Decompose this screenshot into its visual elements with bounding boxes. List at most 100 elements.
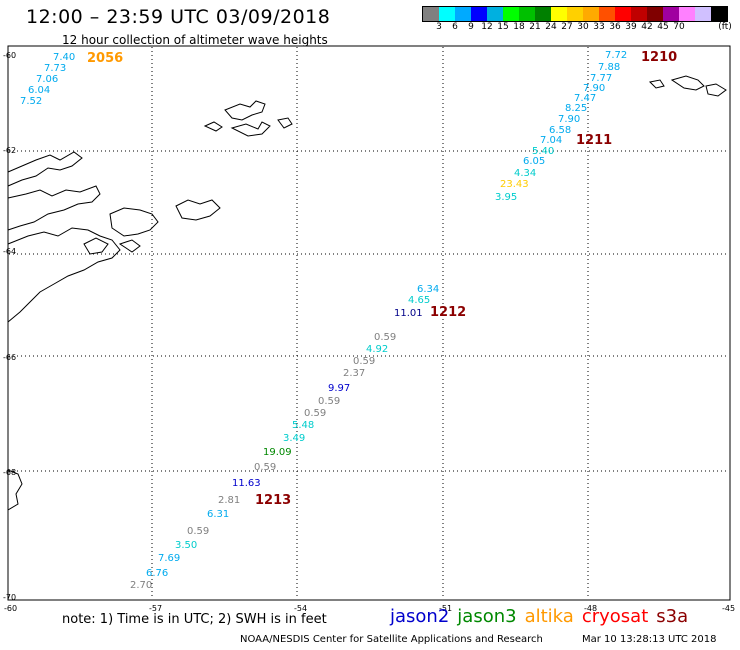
legend-label: 45 [657, 22, 669, 32]
legend-swatch [599, 7, 615, 21]
latitude-label: -66 [3, 353, 16, 362]
legend-label: 3 [436, 22, 442, 32]
swh-value: 9.97 [328, 383, 350, 394]
latitude-labels: -60 -62 -64 -66 -68 -70 [3, 51, 16, 602]
legend-swatch [535, 7, 551, 21]
legend-swatch [471, 7, 487, 21]
coast-south-shetland-4 [277, 117, 293, 129]
legend-swatch [663, 7, 679, 21]
color-scale-legend [422, 6, 728, 22]
coastline [7, 75, 727, 511]
swh-value: 6.31 [207, 509, 229, 520]
swh-value: 7.04 [540, 135, 562, 146]
color-scale-labels: 3 6 9 12 15 18 21 24 27 30 33 36 39 42 45 70 (ft) [422, 22, 740, 34]
legend-unit: (ft) [718, 22, 732, 32]
coast-peninsula-1 [7, 151, 83, 187]
swh-value: 4.65 [408, 295, 430, 306]
swh-value: 7.73 [44, 63, 66, 74]
legend-swatch [455, 7, 471, 21]
legend-label: 70 [673, 22, 685, 32]
swh-value: 4.34 [514, 168, 536, 179]
swh-value: 0.59 [304, 408, 326, 419]
page-title: 12:00 – 23:59 UTC 03/09/2018 [26, 6, 331, 28]
satellite-altika: altika [524, 606, 574, 627]
longitude-label: -57 [149, 604, 162, 613]
legend-label: 33 [593, 22, 605, 32]
legend-label: 36 [609, 22, 621, 32]
swh-value: 7.88 [598, 62, 620, 73]
swh-value: 7.77 [590, 73, 612, 84]
swh-value: 7.06 [36, 74, 58, 85]
swh-value: 6.34 [417, 284, 439, 295]
coast-island-c [118, 239, 141, 253]
swh-value: 7.90 [583, 83, 605, 94]
pass-time-label: 1212 [430, 305, 466, 320]
legend-label: 12 [481, 22, 493, 32]
swh-value: 6.04 [28, 85, 50, 96]
swh-value: 0.59 [353, 356, 375, 367]
satellite-legend: jason2 jason3 altika cryosat s3a [390, 606, 696, 627]
swh-value: 3.95 [495, 192, 517, 203]
legend-swatch [647, 7, 663, 21]
coast-south-shetland-1 [224, 100, 266, 121]
swh-value: 7.47 [574, 93, 596, 104]
legend-label: 6 [452, 22, 458, 32]
coast-island-b [83, 237, 109, 255]
units-note: note: 1) Time is in UTC; 2) SWH is in fe… [62, 612, 327, 627]
pass-time-label: 2056 [87, 51, 123, 66]
longitude-label: -60 [4, 604, 17, 613]
longitude-label: -48 [584, 604, 597, 613]
legend-label: 39 [625, 22, 637, 32]
coast-south-orkney-2 [705, 83, 727, 97]
longitude-label: -45 [722, 604, 735, 613]
credit-text: NOAA/NESDIS Center for Satellite Applica… [240, 634, 543, 645]
legend-label: 30 [577, 22, 589, 32]
latitude-label: -62 [3, 146, 16, 155]
satellite-s3a: s3a [656, 606, 689, 627]
swh-value: 2.81 [218, 495, 240, 506]
coast-south-shetland-2 [203, 121, 223, 132]
swh-value: 8.25 [565, 103, 587, 114]
legend-label: 24 [545, 22, 557, 32]
swh-value: 0.59 [254, 462, 276, 473]
legend-swatch [631, 7, 647, 21]
swh-value: 7.69 [158, 553, 180, 564]
satellite-cryosat: cryosat [581, 606, 649, 627]
legend-swatch [711, 7, 727, 21]
swh-value: 4.92 [366, 344, 388, 355]
swh-value: 11.63 [232, 478, 261, 489]
coast-weddell [7, 469, 23, 511]
pass-time-label: 1211 [576, 133, 612, 148]
legend-label: 21 [529, 22, 541, 32]
graticule [9, 47, 729, 599]
page-subtitle: 12 hour collection of altimeter wave hei… [62, 33, 328, 47]
legend-swatch [487, 7, 503, 21]
satellite-jason3: jason3 [457, 606, 517, 627]
generated-timestamp: Mar 10 13:28:13 UTC 2018 [582, 634, 717, 645]
coast-joinville [109, 207, 159, 237]
legend-swatch [439, 7, 455, 21]
latitude-label: -64 [3, 247, 16, 256]
legend-swatch [679, 7, 695, 21]
latitude-label: -70 [3, 593, 16, 602]
latitude-label: -60 [3, 51, 16, 60]
legend-swatch [615, 7, 631, 21]
swh-value: 6.76 [146, 568, 168, 579]
legend-swatch [567, 7, 583, 21]
swh-value: 5.48 [292, 420, 314, 431]
pass-time-label: 1210 [641, 50, 677, 65]
swh-value: 23.43 [500, 179, 529, 190]
legend-label: 42 [641, 22, 653, 32]
swh-value: 0.59 [318, 396, 340, 407]
legend-swatch [695, 7, 711, 21]
latitude-label: -68 [3, 468, 16, 477]
swh-value: 6.58 [549, 125, 571, 136]
swh-value: 2.37 [343, 368, 365, 379]
coast-south-orkney-1 [670, 75, 705, 91]
swh-value: 3.49 [283, 433, 305, 444]
coast-island-a [175, 199, 221, 221]
swh-value: 3.50 [175, 540, 197, 551]
swh-value: 7.52 [20, 96, 42, 107]
map-frame [7, 45, 731, 601]
